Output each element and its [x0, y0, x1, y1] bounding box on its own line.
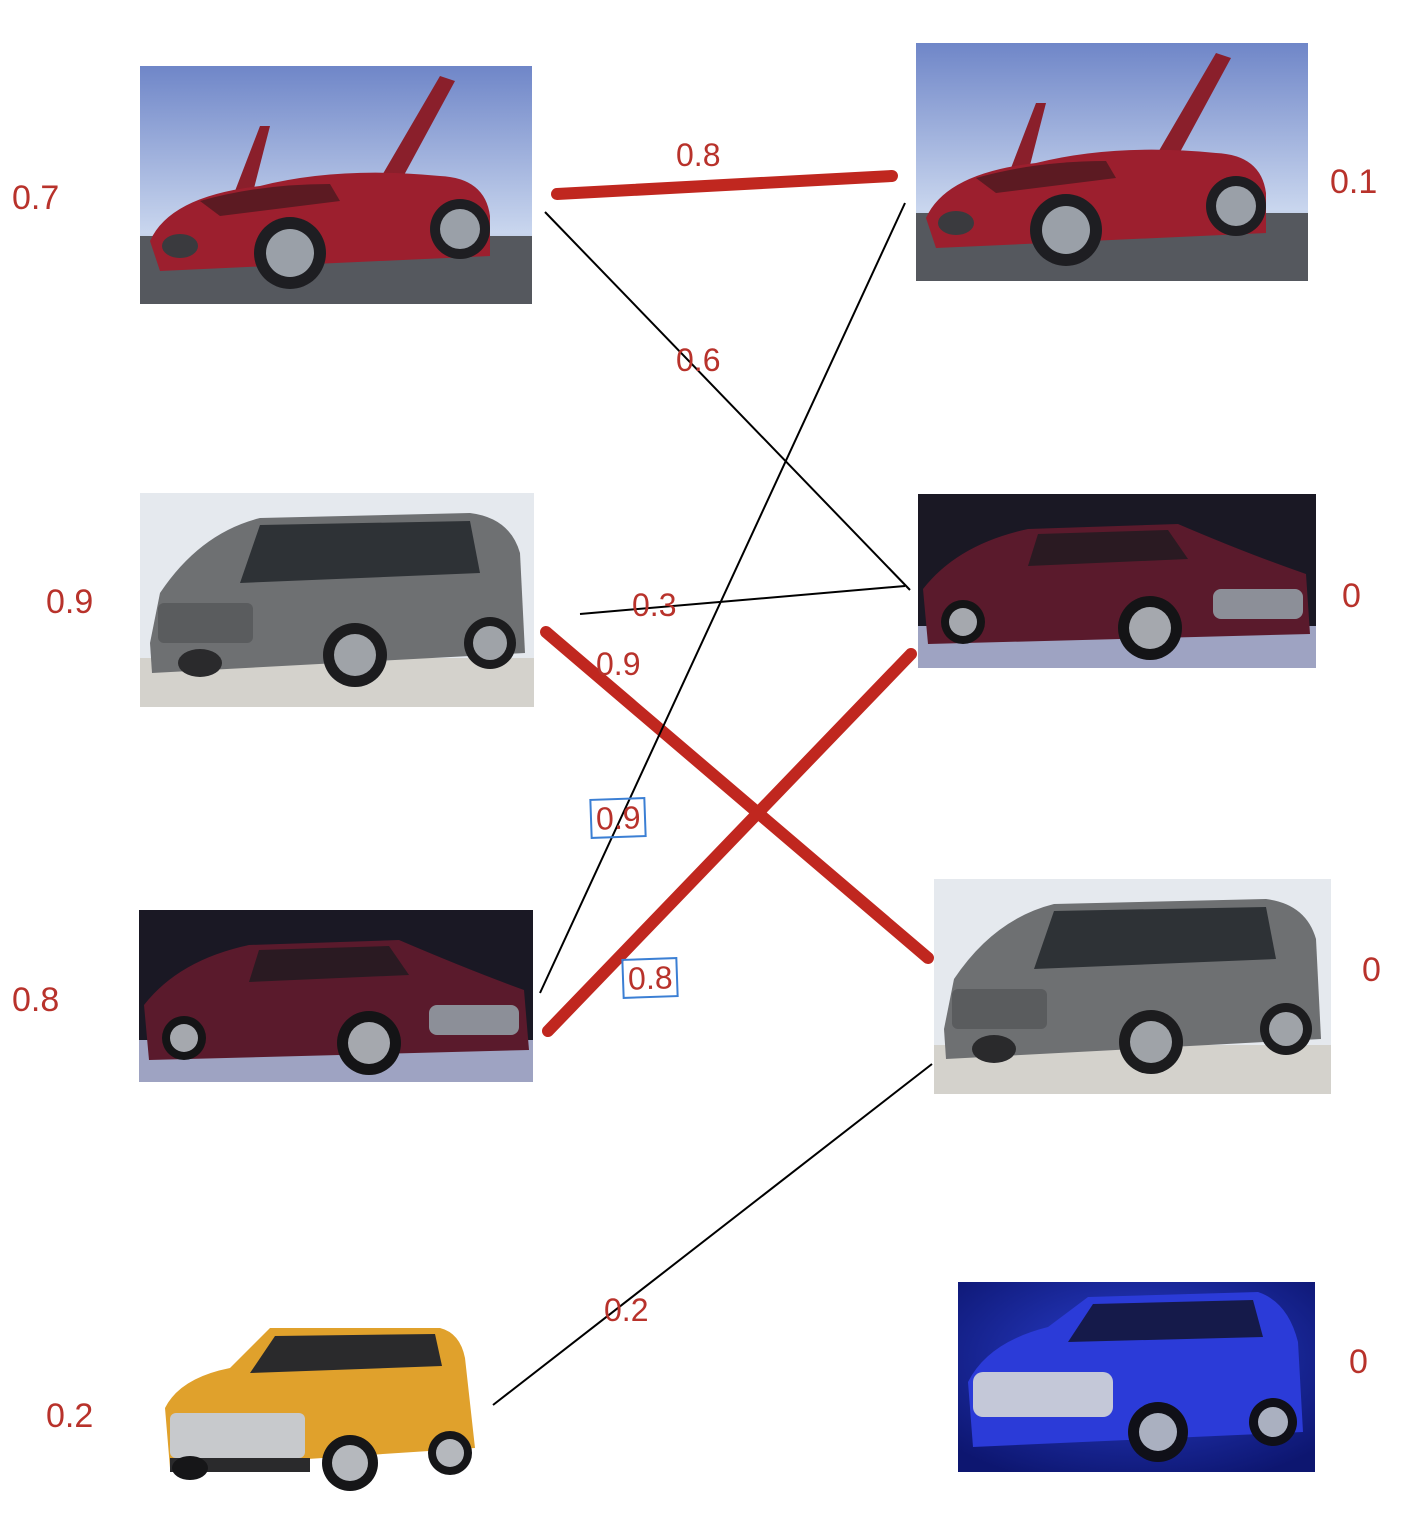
edge-l3-r2 — [492, 1063, 933, 1406]
edge-weight-label-boxed: 0.8 — [621, 957, 680, 999]
left-node-weight: 0.2 — [46, 1397, 94, 1435]
edge-l2-r0 — [539, 202, 906, 994]
edge-l1-r2 — [540, 626, 934, 964]
left-node-weight: 0.7 — [12, 179, 60, 217]
left-car-yellow-suv — [150, 1318, 490, 1494]
edge-l0-r0 — [551, 170, 898, 200]
left-car-red-coupe — [140, 66, 532, 304]
right-car-maroon-sedan — [918, 494, 1316, 668]
left-car-grey-minivan — [140, 493, 534, 707]
right-node-weight: 0 — [1362, 951, 1381, 989]
left-node-weight: 0.9 — [46, 583, 94, 621]
edge-l2-r1 — [542, 648, 917, 1037]
right-node-weight: 0 — [1349, 1343, 1368, 1381]
left-node-weight: 0.8 — [12, 981, 60, 1019]
edge-weight-label: 0.3 — [632, 587, 677, 623]
edge-l1-r1 — [579, 585, 906, 615]
edge-l0-r1 — [544, 211, 911, 591]
right-node-weight: 0 — [1342, 577, 1361, 615]
left-car-maroon-sedan — [139, 910, 533, 1082]
edge-weight-label: 0.9 — [596, 646, 641, 682]
edge-weight-label: 0.2 — [604, 1292, 649, 1328]
right-car-blue-suv — [958, 1282, 1315, 1472]
edge-weight-label: 0.8 — [676, 137, 721, 173]
right-car-grey-minivan — [934, 879, 1331, 1094]
right-node-weight: 0.1 — [1330, 163, 1378, 201]
edge-weight-label: 0.6 — [676, 342, 721, 378]
edge-weight-label-boxed: 0.9 — [589, 797, 648, 839]
right-car-red-coupe — [916, 43, 1308, 281]
